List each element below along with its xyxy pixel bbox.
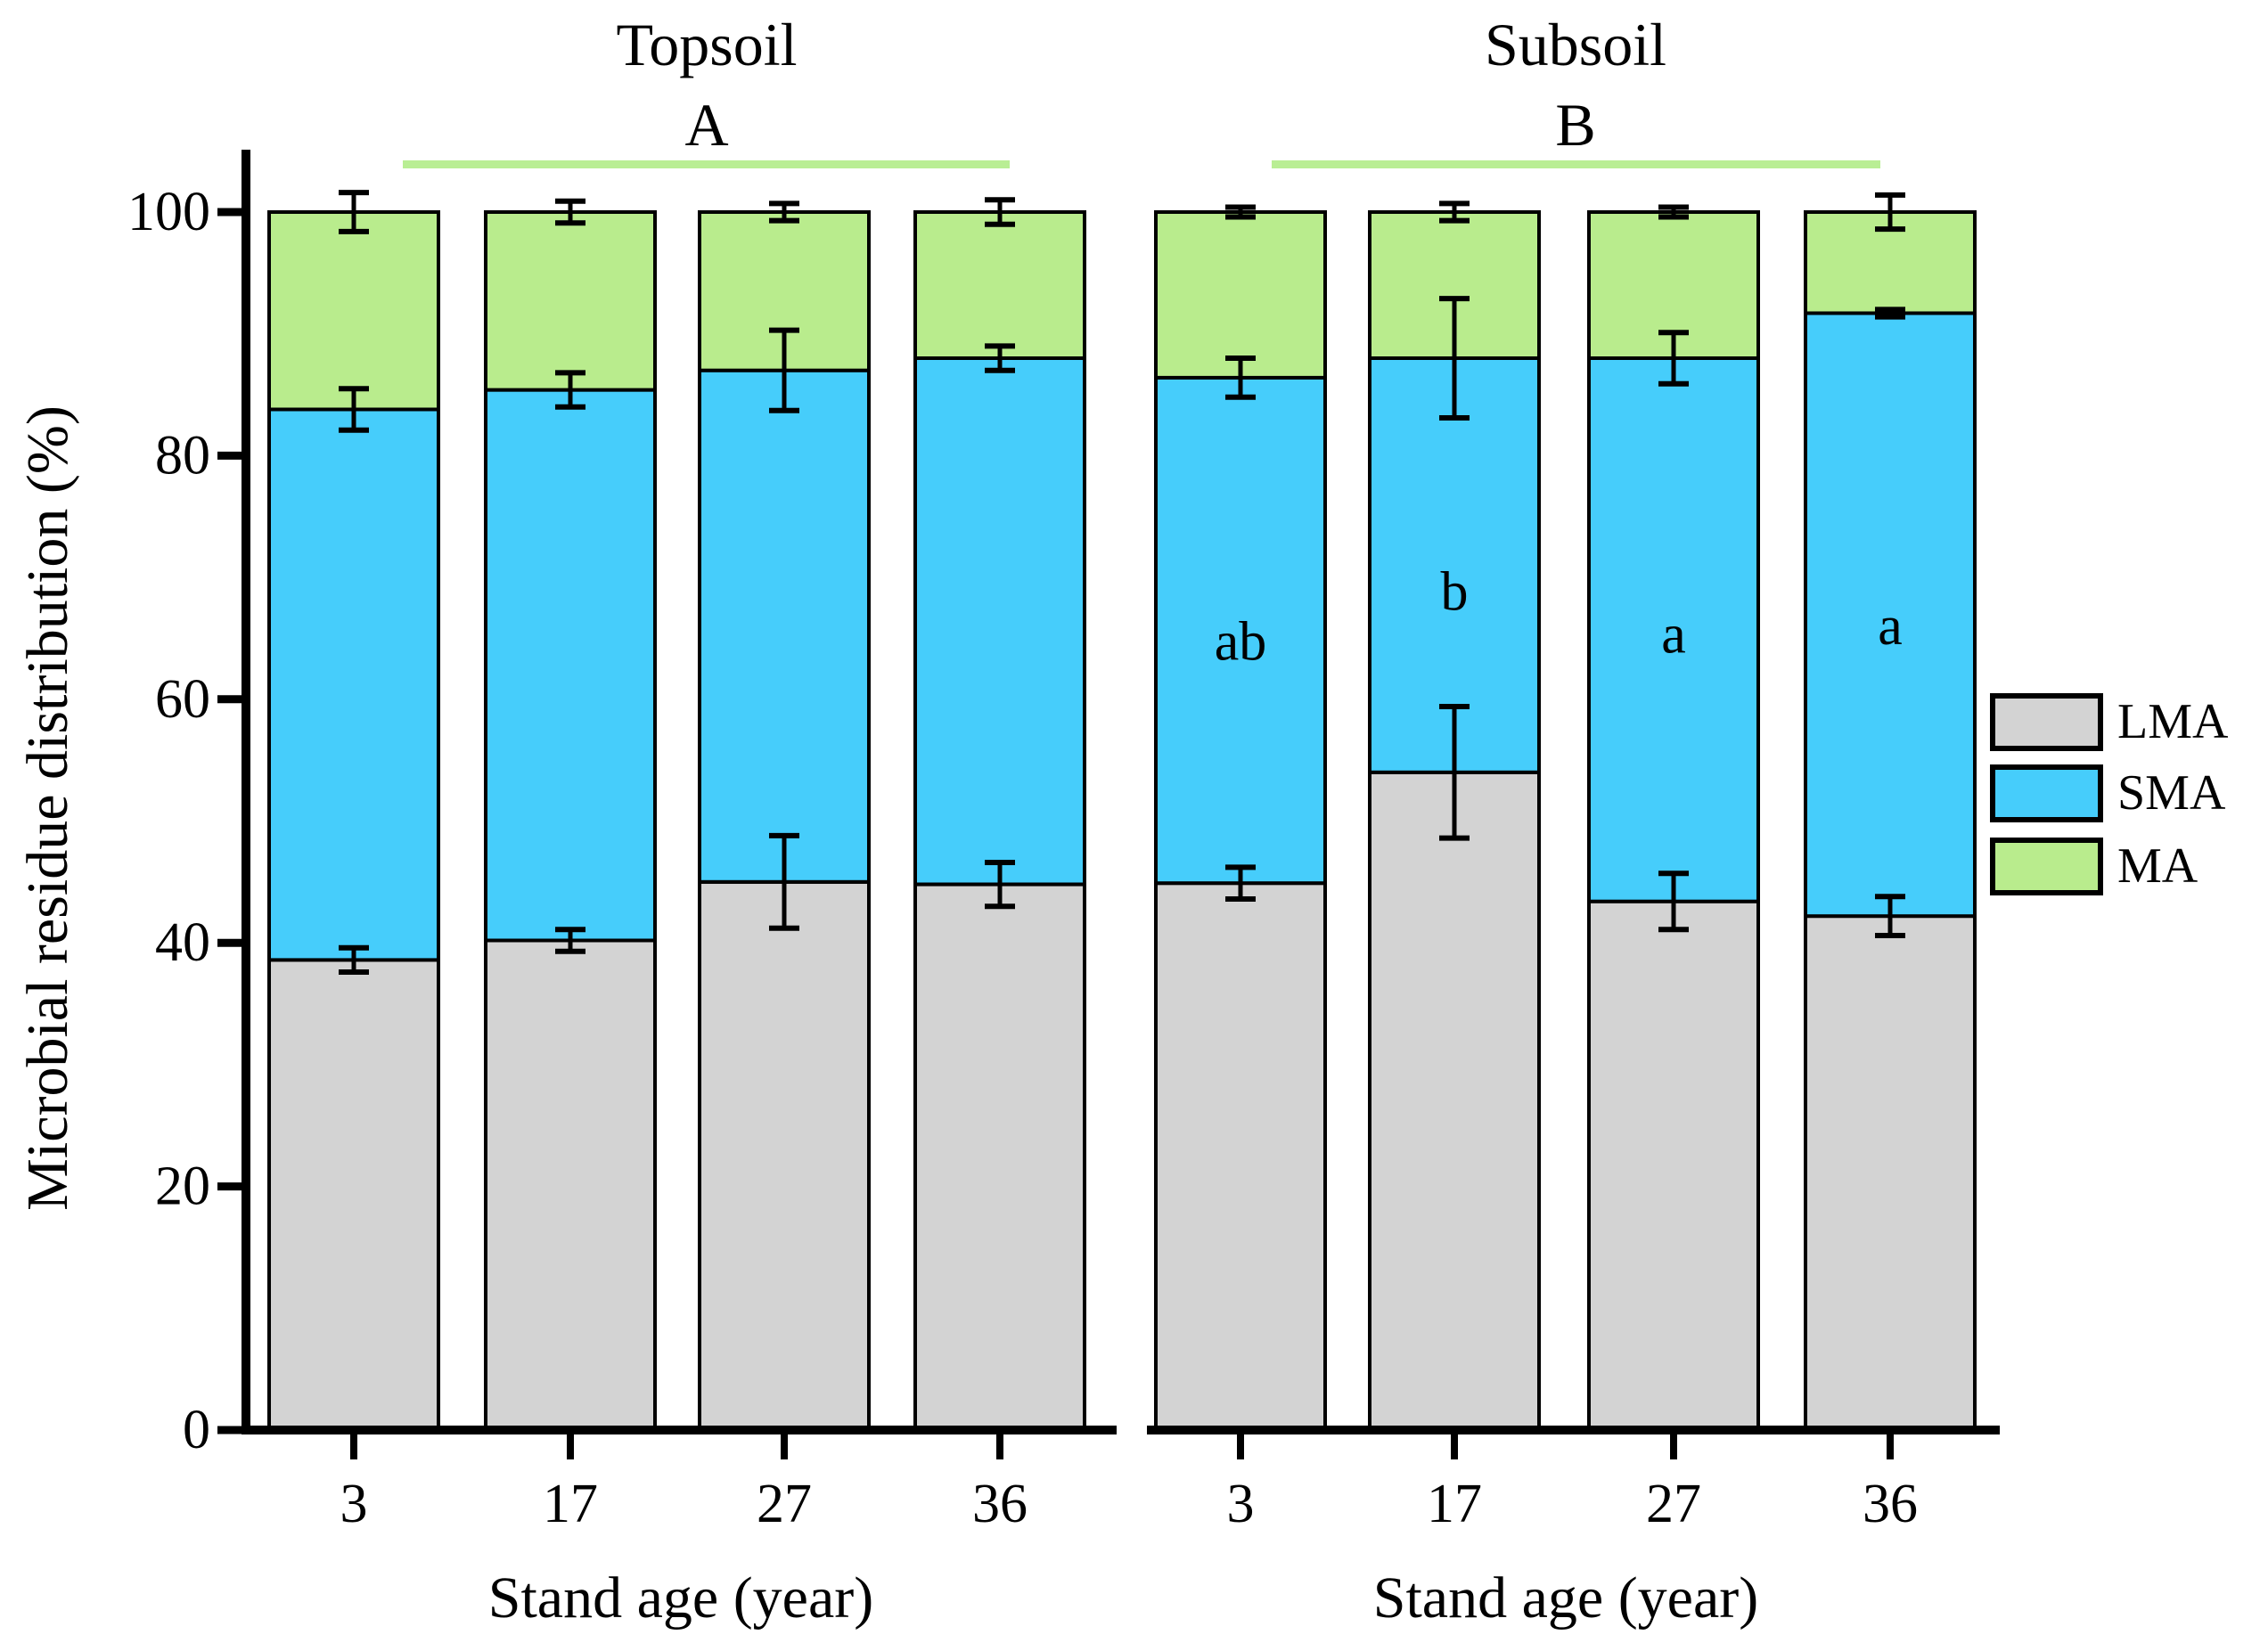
- bar-segment-lma: [484, 938, 657, 1432]
- error-bar: [1439, 704, 1470, 841]
- bar-segment-ma: [484, 210, 657, 392]
- error-bar: [339, 944, 369, 975]
- error-bar: [1225, 204, 1256, 220]
- ma-swatch-icon: [1990, 838, 2103, 895]
- significance-letter: a: [1878, 596, 1903, 657]
- bar-segment-lma: [698, 879, 871, 1432]
- header-line-topsoil: [403, 160, 1010, 168]
- error-bar: [985, 860, 1015, 910]
- x-tick-label: 3: [1227, 1474, 1255, 1534]
- y-axis-label: Microbial residue distribution (%): [15, 405, 80, 1211]
- y-tick-label: 60: [155, 669, 210, 730]
- error-bar: [769, 327, 799, 413]
- y-tick-label: 20: [155, 1157, 210, 1217]
- bar-segment-ma: [1154, 210, 1327, 380]
- bar-segment-sma: [913, 356, 1086, 887]
- header-line-subsoil: [1272, 160, 1880, 168]
- bar-segment-sma: [484, 388, 657, 943]
- error-bar: [1658, 870, 1689, 933]
- panel-title-topsoil: Topsoil: [616, 11, 798, 78]
- x-tick-label: 3: [340, 1474, 368, 1534]
- error-bar: [985, 197, 1015, 227]
- error-bar: [1439, 200, 1470, 224]
- y-tick-label: 100: [127, 182, 210, 242]
- significance-letter: b: [1441, 562, 1469, 623]
- error-bar: [339, 386, 369, 433]
- panel-title-subsoil: Subsoil: [1484, 11, 1667, 78]
- error-bar: [555, 198, 585, 226]
- error-bar: [1875, 894, 1905, 938]
- error-bar: [555, 927, 585, 954]
- bar-segment-lma: [267, 958, 440, 1433]
- error-bar: [985, 343, 1015, 373]
- bar-segment-sma: [698, 368, 871, 884]
- bar-segment-ma: [913, 210, 1086, 360]
- x-tick-label: 36: [972, 1474, 1028, 1534]
- bar-segment-lma: [913, 882, 1086, 1432]
- x-tick-label: 17: [543, 1474, 598, 1534]
- error-bar: [1658, 204, 1689, 220]
- error-bar: [1225, 864, 1256, 902]
- error-bar: [555, 370, 585, 410]
- legend-label-sma: SMA: [2117, 765, 2226, 821]
- legend-label-ma: MA: [2117, 838, 2198, 894]
- error-bar: [769, 832, 799, 931]
- error-bar: [339, 190, 369, 234]
- error-bar: [1658, 330, 1689, 387]
- x-axis-label-subsoil: Stand age (year): [1372, 1565, 1759, 1631]
- x-axis-label-topsoil: Stand age (year): [487, 1565, 874, 1631]
- bar-segment-sma: [1587, 356, 1760, 903]
- legend-label-lma: LMA: [2117, 694, 2229, 749]
- x-tick-label: 27: [757, 1474, 812, 1534]
- significance-letter: a: [1661, 604, 1686, 665]
- bar-segment-lma: [1587, 899, 1760, 1432]
- error-bar: [1439, 296, 1470, 421]
- error-bar: [1875, 306, 1905, 320]
- error-bar: [1875, 192, 1905, 233]
- lma-swatch-icon: [1990, 693, 2103, 751]
- error-bar: [1225, 356, 1256, 400]
- bar-segment-sma: [1154, 375, 1327, 886]
- x-tick-label: 17: [1427, 1474, 1482, 1534]
- y-tick-label: 40: [155, 912, 210, 973]
- y-tick-label: 80: [155, 425, 210, 486]
- panel-letter-b: B: [1555, 91, 1596, 159]
- x-tick-label: 27: [1646, 1474, 1701, 1534]
- legend-item-sma: SMA: [1990, 764, 2225, 822]
- error-bar: [769, 200, 799, 224]
- bar-segment-ma: [267, 210, 440, 412]
- significance-letter: ab: [1215, 612, 1267, 673]
- legend-item-ma: MA: [1990, 838, 2198, 895]
- x-tick-label: 36: [1863, 1474, 1918, 1534]
- legend-item-lma: LMA: [1990, 693, 2228, 751]
- bar-segment-lma: [1804, 914, 1977, 1432]
- panel-letter-a: A: [684, 91, 729, 159]
- bar-segment-sma: [267, 407, 440, 962]
- bar-segment-lma: [1368, 770, 1541, 1432]
- bar-segment-lma: [1154, 881, 1327, 1432]
- sma-swatch-icon: [1990, 764, 2103, 822]
- y-tick-label: 0: [183, 1400, 210, 1460]
